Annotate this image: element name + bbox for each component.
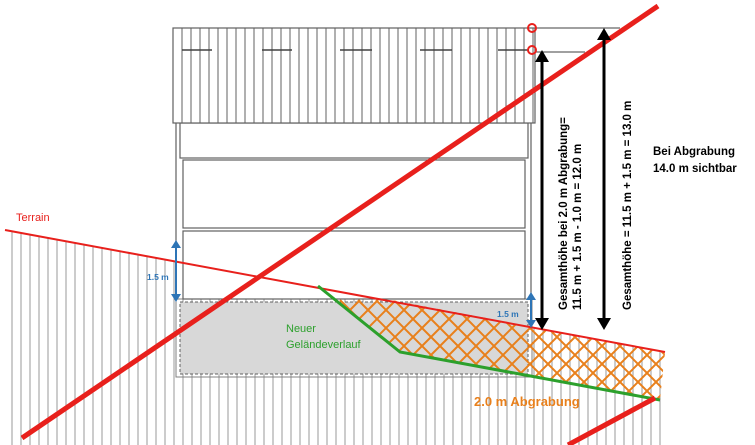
marker-upper (527, 45, 537, 55)
floor-3 (182, 230, 526, 300)
height-excavated-label-2: 11.5 m + 1.5 m - 1.0 m = 12.0 m (572, 144, 584, 310)
note-line-2: 14.0 m sichtbar (653, 163, 737, 175)
roof-body (172, 27, 536, 124)
offset-label-right: 1.5 m (497, 309, 519, 319)
height-arrow-total (597, 28, 611, 330)
height-arrow-excavated (535, 50, 549, 330)
excavation-label: 2.0 m Abgrabung (474, 394, 580, 409)
note-line-1: Bei Abgrabung (653, 146, 735, 158)
height-excavated-label-1: Gesamthöhe bei 2.0 m Abgrabung= (558, 117, 570, 310)
new-terrain-label-2: Geländeverlauf (286, 339, 362, 351)
height-total-label: Gesamthöhe = 11.5 m + 1.5 m = 13.0 m (622, 101, 634, 310)
new-terrain-line (317, 284, 661, 402)
terrain-line (4, 229, 666, 353)
floor-2 (182, 159, 526, 229)
cross-line-2 (566, 395, 657, 445)
terrain-label: Terrain (16, 212, 50, 224)
roof (172, 27, 536, 124)
new-terrain-label-1: Neuer (286, 323, 316, 335)
offset-dim-left (171, 240, 181, 302)
cross-line-1 (20, 3, 660, 441)
offset-dim-right (526, 292, 536, 328)
marker-top (527, 23, 537, 33)
offset-label-left: 1.5 m (147, 272, 169, 282)
